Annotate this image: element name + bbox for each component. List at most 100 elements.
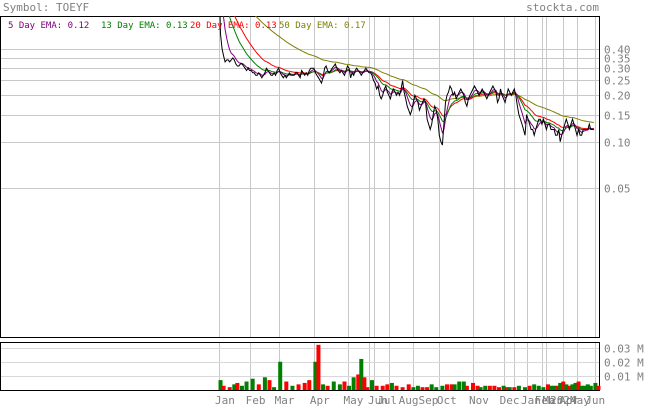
volume-bar [406,384,411,390]
volume-bar [278,361,283,390]
volume-bar [596,385,601,390]
volume-bar [284,381,289,390]
site-watermark: stockta.com [526,1,599,14]
ema-line [222,16,594,136]
volume-bar [262,377,267,390]
volume-bar [558,382,563,390]
price-tick-label: 0.10 [604,137,631,150]
volume-bar [504,387,509,390]
volume-bar [415,385,420,390]
price-line [219,16,594,146]
volume-bar [483,385,488,390]
ema-line [254,16,594,123]
volume-bar [351,377,356,390]
volume-bar [564,384,569,390]
volume-bar [536,385,541,390]
volume-bar [501,385,506,390]
ema-line [228,16,594,132]
volume-bar [218,380,223,390]
x-tick-label: May [570,394,590,406]
volume-bar [235,382,240,390]
volume-bar [302,382,307,390]
volume-bar [555,385,560,390]
legend-entry: 13 Day EMA: 0.13 [101,21,188,31]
volume-bar [250,378,255,390]
volume-bar [561,381,566,390]
x-tick-label: Jul [377,394,397,406]
volume-bar [487,385,492,390]
x-tick-label: Sep [419,394,439,406]
volume-bar [374,385,379,390]
volume-bar [434,387,439,390]
volume-bar [290,385,295,390]
volume-bar [444,384,449,390]
volume-bar [593,382,598,390]
volume-bar [370,380,375,390]
x-tick-label: Apr [310,394,330,406]
x-tick-label: Jun [368,394,388,406]
volume-bar [362,377,367,390]
legend-entry: 20 Day EMA: 0.13 [190,21,277,31]
volume-tick-label: 0.03 M [604,343,644,356]
volume-bar [464,385,469,390]
volume-bar [342,381,347,390]
volume-tick-label: 0.02 M [604,357,644,370]
ema-line [234,16,594,130]
volume-bar [507,387,512,390]
volume-bar [457,381,462,390]
volume-bar [512,387,517,390]
volume-bar [256,384,261,390]
price-series-group [219,16,594,146]
price-tick-label: 0.35 [604,53,631,66]
volume-bar [221,385,226,390]
volume-bar [527,385,532,390]
volume-bar [394,385,399,390]
x-tick-label: Jan [215,394,235,406]
x-tick-label: Apr [559,394,579,406]
volume-bar [272,387,277,390]
price-tick-label: 0.40 [604,44,631,57]
volume-bar [492,385,497,390]
legend-entry: 5 Day EMA: 0.12 [8,21,89,31]
volume-bar [296,384,301,390]
volume-bar [440,385,445,390]
volume-bar [227,387,232,390]
volume-bar [420,387,425,390]
volume-bar [380,385,385,390]
volume-panel-frame [0,342,600,391]
volume-bar [573,382,578,390]
volume-bar [359,358,364,390]
x-tick-label: 2024 [550,394,577,406]
volume-bar [570,384,575,390]
volume-bar [516,385,521,390]
volume-bar [331,381,336,390]
volume-bar [549,385,554,390]
x-tick-label: May [344,394,364,406]
volume-bar [267,380,272,390]
x-tick-label: Mar [542,394,562,406]
volume-bar [307,380,312,390]
x-tick-label: Mar [275,394,295,406]
price-tick-label: 0.30 [604,63,631,76]
volume-bar [552,385,557,390]
volume-bar [356,374,361,390]
x-tick-label: Nov [469,394,489,406]
x-tick-label: Aug [399,394,419,406]
volume-bar [452,384,457,390]
volume-bar [244,381,249,390]
x-tick-label: Jun [585,394,605,406]
volume-bar [239,385,244,390]
x-tick-label: Oct [437,394,457,406]
price-panel-frame [0,16,600,338]
volume-bar [523,387,528,390]
volume-bar [429,384,434,390]
volume-bar [541,387,546,390]
symbol-label: Symbol: TOEYF [3,1,89,14]
volume-bar [400,387,405,390]
price-tick-label: 0.05 [604,183,631,196]
volume-bar [532,384,537,390]
volume-bar [347,385,352,390]
volume-bar [316,344,321,390]
